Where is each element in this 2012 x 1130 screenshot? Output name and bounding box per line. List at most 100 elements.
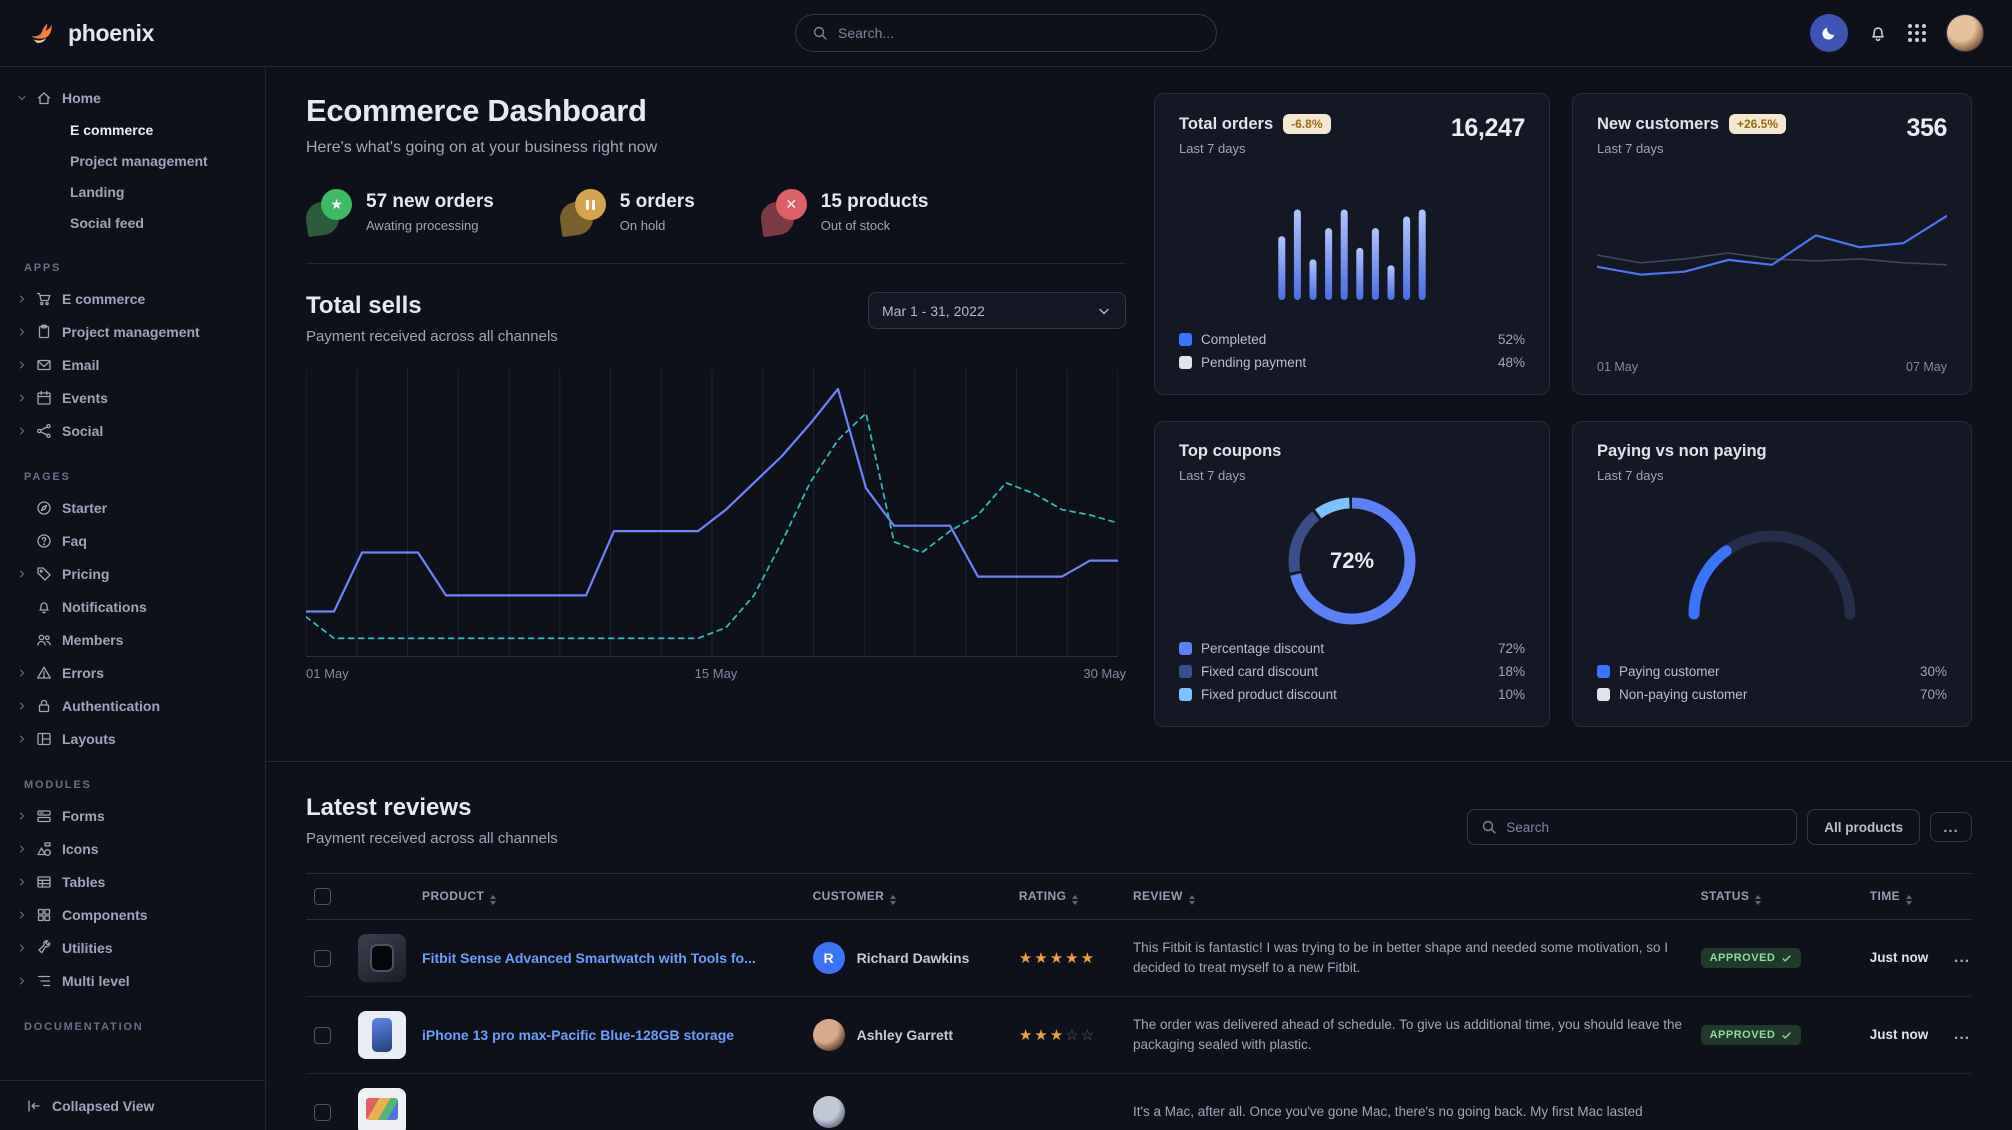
sidebar-item-social[interactable]: Social [16,414,249,447]
caret-right-icon [16,973,28,989]
reviews-table: PRODUCT CUSTOMER RATING REVIEW STATUS TIME Fi… [306,873,1972,1130]
sidebar-item-events[interactable]: Events [16,381,249,414]
caret-right-icon [16,566,28,582]
select-all-checkbox[interactable] [314,888,331,905]
cart-icon [36,291,54,307]
sidebar-section-apps: APPS [24,262,62,274]
caret-right-icon [16,665,28,681]
lock-icon [36,698,54,714]
legend-value: 52% [1497,332,1525,347]
caret-right-icon [16,841,28,857]
date-range-select[interactable]: Mar 1 - 31, 2022 [868,292,1126,329]
legend-item-paying-customer: Paying customer 30% [1597,660,1947,683]
product-image[interactable] [358,1011,407,1059]
caret-right-icon [16,423,28,439]
review-time: Just now [1869,950,1929,965]
search-icon [812,25,828,41]
total-sells-chart-svg [306,369,1118,657]
sidebar-subitem-landing[interactable]: Landing [70,183,125,200]
customer-avatar [812,1096,845,1128]
top-coupons-donut-svg [1288,497,1416,625]
row-actions-button[interactable]: ... [1953,1026,1971,1043]
row-checkbox[interactable] [314,1026,331,1044]
sidebar-item-faq[interactable]: Faq [16,524,249,557]
column-header-review[interactable]: REVIEW [1124,873,1693,920]
sidebar-item-pricing[interactable]: Pricing [16,557,249,590]
brand[interactable]: phoenix [28,18,154,48]
star-empty-icon: ☆ [1065,1026,1081,1044]
total-orders-legend: Completed 52% Pending payment 48% [1179,328,1525,374]
product-link[interactable]: Fitbit Sense Advanced Smartwatch with To… [422,950,756,966]
stat-label: Out of stock [820,218,891,233]
sidebar-item-utilities[interactable]: Utilities [16,931,249,964]
dashboard-top-section: Ecommerce Dashboard Here's what's going … [266,67,2012,762]
total-sells-subtitle: Payment received across all channels [306,328,558,345]
reviews-search-input[interactable] [1506,819,1784,835]
sidebar-subitem-social-feed[interactable]: Social feed [70,214,144,231]
legend-item-percentage-discount: Percentage discount 72% [1179,637,1525,660]
star-filled-icon: ★ [1034,1026,1050,1044]
column-header-customer[interactable]: CUSTOMER [804,873,1011,920]
form-icon [36,808,54,824]
sidebar-item-tables[interactable]: Tables [16,865,249,898]
sidebar-item-label: Tables [62,873,106,890]
top-coupons-legend: Percentage discount 72% Fixed card discoun… [1179,637,1525,706]
sidebar-item-label: Errors [62,664,105,681]
stat-awating-processing: ★ 57 new orders Awating processing [303,189,494,238]
theme-toggle-button[interactable] [1810,14,1848,52]
column-header-time[interactable]: TIME [1861,873,1946,920]
total-orders-bar-chart [1278,209,1426,300]
row-actions-button[interactable]: ... [1953,949,1971,966]
sidebar-item-multi-level[interactable]: Multi level [16,964,249,997]
sidebar-item-starter[interactable]: Starter [16,491,249,524]
legend-item-fixed-product-discount: Fixed product discount 10% [1179,683,1525,706]
sidebar-item-home[interactable]: Home [16,81,249,114]
apps-grid-button[interactable] [1908,24,1926,42]
sidebar-subitem-project-management[interactable]: Project management [70,152,208,169]
collapse-sidebar-button[interactable]: Collapsed View [0,1080,265,1130]
sidebar-item-project-management[interactable]: Project management [16,315,249,348]
date-range-value: Mar 1 - 31, 2022 [882,302,985,319]
rating-stars: ★★★★★ [1019,950,1096,967]
stat-value: 15 products [820,191,929,212]
all-products-filter-button[interactable]: All products [1807,809,1920,845]
customer-name: Richard Dawkins [856,950,970,966]
check-icon [1782,954,1791,962]
sidebar-item-errors[interactable]: Errors [16,656,249,689]
product-link[interactable]: iPhone 13 pro max-Pacific Blue-128GB sto… [422,1027,735,1043]
row-checkbox[interactable] [314,949,331,967]
notifications-button[interactable] [1868,23,1888,43]
top-coupons-donut-chart: 72% [1282,491,1422,631]
page-subtitle: Here's what's going on at your business … [306,139,658,156]
product-image[interactable] [358,934,407,982]
sidebar-subitem-e-commerce[interactable]: E commerce [70,121,154,138]
sidebar-item-label: Multi level [62,972,130,989]
user-avatar[interactable] [1946,14,1984,52]
sidebar-item-layouts[interactable]: Layouts [16,722,249,755]
row-checkbox[interactable] [314,1103,331,1121]
reviews-controls: All products ... [1467,809,1972,845]
sidebar-item-forms[interactable]: Forms [16,799,249,832]
review-text: It's a Mac, after all. Once you've gone … [1132,1103,1643,1119]
product-image[interactable] [358,1088,407,1130]
star-filled-icon: ★ [1018,1026,1035,1044]
sidebar-item-notifications[interactable]: Notifications [16,590,249,623]
search-input[interactable] [838,25,1200,41]
column-header-status[interactable]: STATUS [1692,873,1862,920]
sidebar-item-authentication[interactable]: Authentication [16,689,249,722]
sidebar-section-modules: MODULES [24,779,92,791]
sidebar-item-members[interactable]: Members [16,623,249,656]
star-filled-icon: ★ [1080,949,1097,967]
legend-label: Fixed product discount [1201,687,1337,702]
sidebar-item-components[interactable]: Components [16,898,249,931]
column-header-rating[interactable]: RATING [1010,873,1125,920]
sidebar-item-email[interactable]: Email [16,348,249,381]
review-row: iPhone 13 pro max-Pacific Blue-128GB sto… [306,996,1972,1074]
sidebar-item-icons[interactable]: Icons [16,832,249,865]
sidebar-item-e-commerce[interactable]: E commerce [16,282,249,315]
x-tick: 01 May [306,666,349,681]
column-header-product[interactable]: PRODUCT [350,873,805,920]
calendar-icon [36,390,54,406]
reviews-more-button[interactable]: ... [1930,812,1972,842]
brand-name: phoenix [68,19,155,46]
